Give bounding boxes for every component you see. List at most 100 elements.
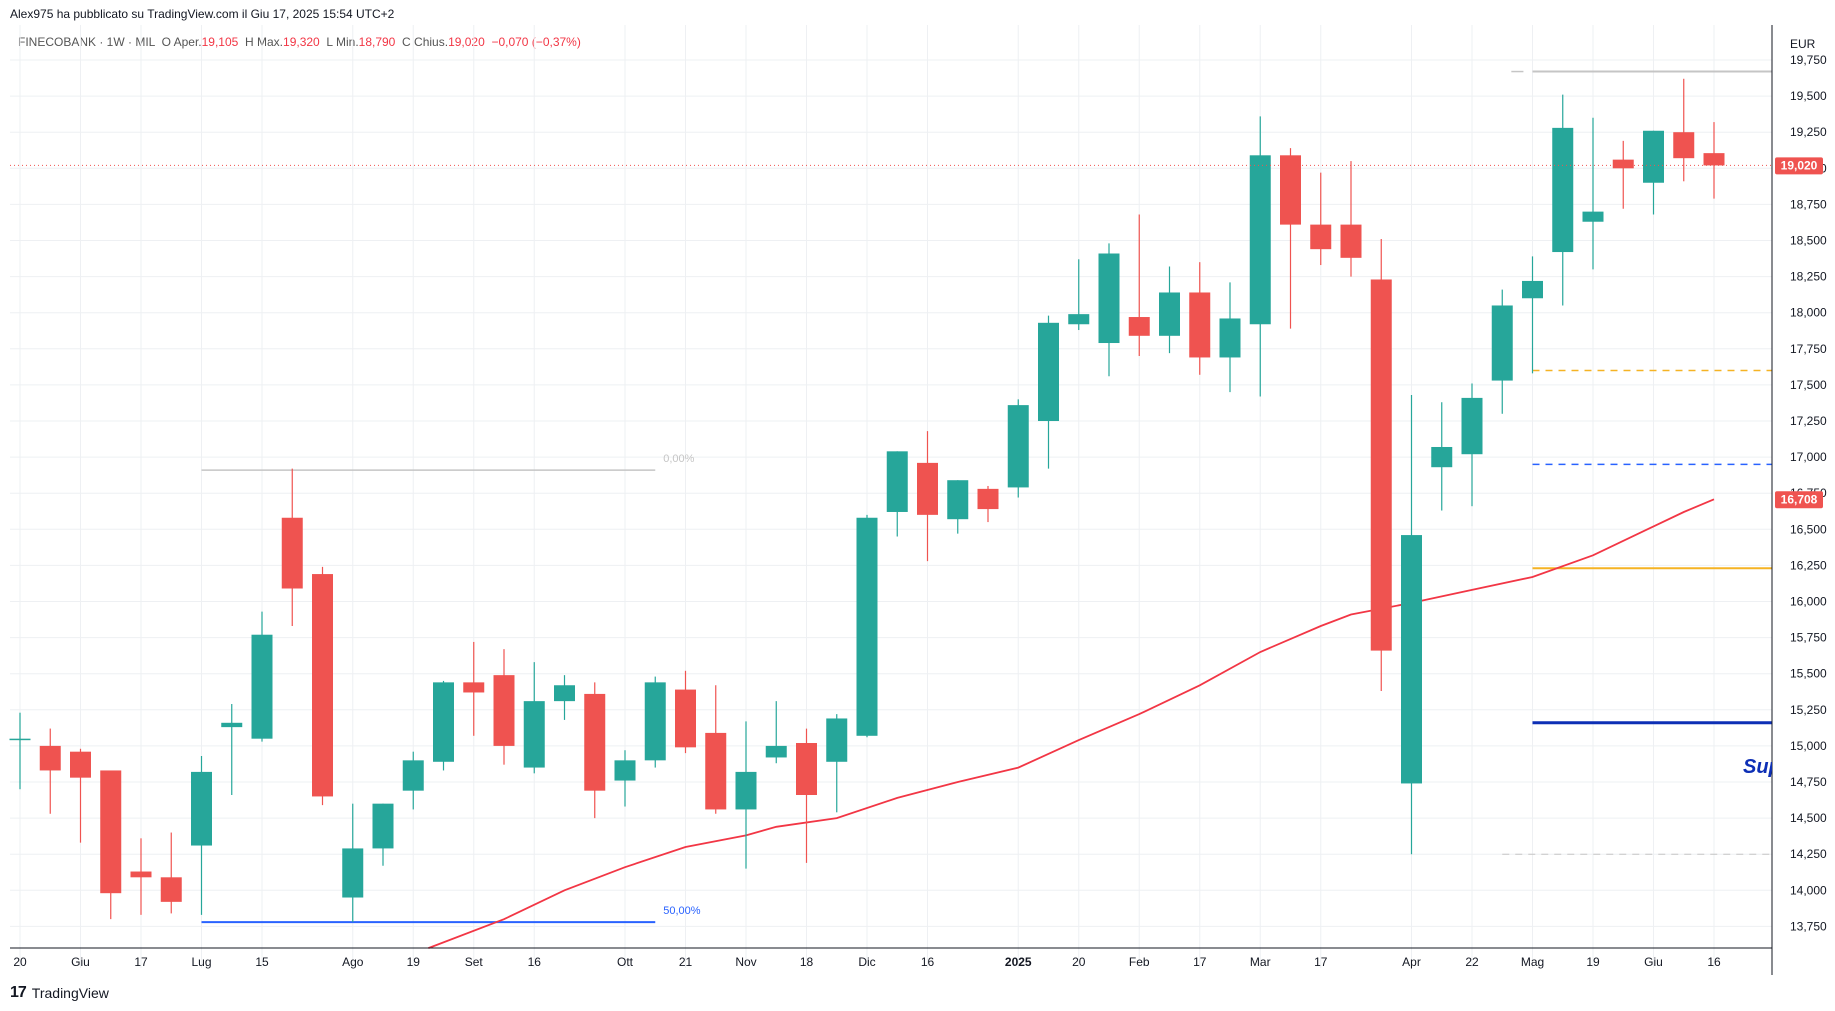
- x-tick-label: Nov: [735, 955, 756, 969]
- horizontal-levels: [1502, 70, 1772, 855]
- candle: [70, 748, 91, 843]
- symbol-label[interactable]: FINECOBANK · 1W · MIL: [18, 35, 155, 49]
- y-tick-label: 18,250: [1790, 270, 1827, 284]
- x-tick-label: 17: [134, 955, 148, 969]
- axes: [10, 25, 1773, 975]
- candle-body: [917, 462, 938, 515]
- candle: [1340, 161, 1362, 277]
- candle-body: [584, 693, 606, 791]
- candle-body: [1128, 317, 1150, 336]
- candle: [9, 712, 31, 790]
- close-label: C: [402, 35, 411, 49]
- candle: [826, 714, 848, 813]
- ma-value-tag-bg: [1775, 491, 1823, 509]
- x-tick-label: 17: [1193, 955, 1207, 969]
- y-tick-label: 17,500: [1790, 378, 1827, 392]
- close-value: 19,020: [448, 35, 485, 49]
- candle: [1310, 172, 1332, 266]
- candle-body: [281, 517, 303, 589]
- candle-body: [523, 701, 545, 768]
- candle: [1280, 148, 1301, 329]
- candle-body: [1461, 397, 1483, 455]
- candle-body: [1522, 280, 1543, 299]
- candle: [765, 701, 787, 764]
- candle-body: [100, 770, 122, 894]
- candle: [221, 704, 243, 795]
- y-tick-label: 18,000: [1790, 306, 1827, 320]
- low-label: L: [326, 35, 333, 49]
- y-tick-label: 15,750: [1790, 631, 1827, 645]
- candle-body: [9, 738, 31, 741]
- candle: [917, 431, 938, 562]
- candle-body: [1401, 535, 1422, 784]
- candle-body: [1673, 132, 1695, 159]
- fib-label: 0,00%: [663, 453, 694, 465]
- candle: [1007, 399, 1029, 498]
- candle: [251, 611, 273, 742]
- x-tick-label: Giu: [1644, 955, 1663, 969]
- fib-retracement[interactable]: 0,00% 50,00%: [201, 453, 701, 924]
- candle: [705, 685, 727, 814]
- y-tick-label: 15,500: [1790, 667, 1827, 681]
- time-axis[interactable]: 20 Giu 17 Lug 15 Ago 19 Set 16 Ott 21 Nov 18 Dic 16 202…: [13, 955, 1721, 969]
- candle-body: [705, 732, 727, 810]
- x-tick-label: 21: [679, 955, 693, 969]
- candle-body: [191, 771, 212, 846]
- y-tick-label: 19,250: [1790, 125, 1827, 139]
- x-tick-label: Mar: [1250, 955, 1271, 969]
- x-tick-label: Set: [465, 955, 484, 969]
- tradingview-logo-icon: 17: [10, 984, 27, 1001]
- candle-body: [70, 751, 91, 778]
- candle: [614, 750, 636, 807]
- candle: [1552, 94, 1574, 306]
- candle: [1159, 266, 1180, 354]
- candle-body: [433, 682, 454, 762]
- candle-body: [1370, 279, 1392, 651]
- tradingview-brand[interactable]: 17 TradingView: [10, 984, 109, 1002]
- price-axis[interactable]: 13,750 14,000 14,250 14,500 14,750 15,000 15,2…: [1790, 37, 1827, 933]
- candle: [977, 485, 999, 523]
- candle: [160, 832, 182, 914]
- candle: [1249, 116, 1271, 397]
- candle-body: [1310, 224, 1332, 250]
- x-tick-label: Ott: [617, 955, 634, 969]
- y-tick-label: 14,500: [1790, 811, 1827, 825]
- candle: [433, 680, 454, 771]
- candle-body: [826, 718, 848, 762]
- candle-body: [1068, 314, 1090, 325]
- x-tick-label: 16: [1707, 955, 1721, 969]
- candle: [1522, 256, 1543, 374]
- x-tick-label: Giu: [71, 955, 90, 969]
- candle-body: [735, 771, 757, 810]
- candle: [1219, 282, 1241, 393]
- y-tick-label: 17,250: [1790, 414, 1827, 428]
- candle-body: [856, 517, 878, 736]
- x-tick-label: Feb: [1129, 955, 1150, 969]
- y-tick-label: 14,250: [1790, 847, 1827, 861]
- candle-body: [1007, 405, 1029, 488]
- candle: [1401, 395, 1422, 855]
- ma-line: [428, 498, 1715, 949]
- candle-body: [947, 480, 969, 520]
- x-tick-label: 20: [1072, 955, 1086, 969]
- moving-average: [428, 498, 1715, 949]
- candle-body: [1038, 322, 1059, 421]
- candle: [584, 682, 606, 819]
- y-tick-label: 13,750: [1790, 919, 1827, 933]
- candle: [100, 770, 122, 920]
- y-tick-label: 17,000: [1790, 450, 1827, 464]
- candle: [1370, 239, 1392, 692]
- candle-body: [1249, 155, 1271, 325]
- published-line: Alex975 ha pubblicato su TradingView.com…: [10, 7, 395, 21]
- x-tick-label: 16: [921, 955, 935, 969]
- candle-body: [796, 743, 817, 795]
- candles: [9, 78, 1725, 923]
- candle: [191, 756, 212, 915]
- candle-body: [130, 871, 152, 878]
- candle: [1189, 262, 1211, 375]
- high-label: H: [245, 35, 254, 49]
- y-tick-label: 18,750: [1790, 197, 1827, 211]
- candle: [644, 676, 666, 768]
- candle: [1461, 383, 1483, 507]
